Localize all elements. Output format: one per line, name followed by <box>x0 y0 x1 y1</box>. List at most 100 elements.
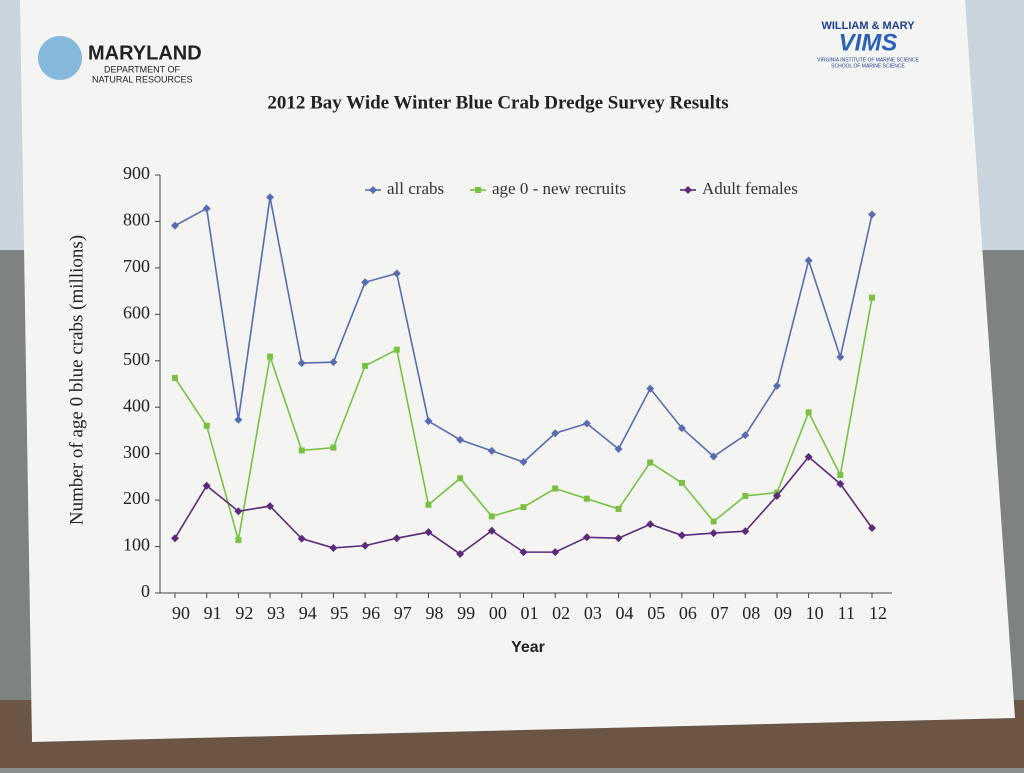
y-tick-label: 300 <box>123 442 150 462</box>
point <box>369 186 377 194</box>
logo-text: WILLIAM & MARY <box>821 20 915 32</box>
logo-text: MARYLAND <box>88 42 202 64</box>
point <box>772 381 781 390</box>
x-tick-label: 05 <box>647 603 665 623</box>
point <box>425 501 432 508</box>
point <box>392 534 401 543</box>
x-tick-label: 07 <box>711 603 729 623</box>
point <box>234 507 243 516</box>
point <box>519 458 528 467</box>
y-tick-label: 900 <box>123 163 150 183</box>
x-tick-label: 94 <box>299 603 317 623</box>
point <box>678 479 685 486</box>
point <box>172 374 178 381</box>
point <box>266 193 275 202</box>
x-tick-label: 97 <box>394 603 412 623</box>
right-logo: WILLIAM & MARY VIMS VIRGINIA INSTITUTE O… <box>817 20 919 69</box>
x-tick-label: 08 <box>742 603 760 623</box>
x-tick-label: 96 <box>362 603 380 623</box>
y-tick-label: 500 <box>123 349 150 369</box>
point <box>551 548 560 557</box>
x-tick-label: 02 <box>552 603 570 623</box>
point <box>836 353 845 362</box>
series <box>172 294 875 544</box>
point <box>235 537 242 544</box>
point <box>361 541 370 550</box>
point <box>487 446 496 455</box>
logo-text: DEPARTMENT OF <box>104 64 181 74</box>
x-tick-label: 09 <box>774 603 792 623</box>
point <box>488 513 495 520</box>
legend-label: all crabs <box>387 179 444 198</box>
point <box>519 548 528 557</box>
point <box>582 419 591 428</box>
logo-text: NATURAL RESOURCES <box>92 74 193 84</box>
point <box>615 505 622 512</box>
point <box>709 529 718 538</box>
point <box>647 459 654 466</box>
point <box>684 186 692 194</box>
x-tick-label: 92 <box>235 603 253 623</box>
logo-icon <box>38 36 82 80</box>
point <box>171 221 179 230</box>
x-tick-label: 99 <box>457 603 475 623</box>
y-tick-label: 200 <box>123 488 150 508</box>
point <box>836 479 845 488</box>
point <box>202 204 211 213</box>
point <box>869 294 875 301</box>
x-tick-label: 03 <box>584 603 602 623</box>
point <box>297 534 306 543</box>
x-tick-label: 95 <box>330 603 348 623</box>
point <box>837 472 844 479</box>
y-tick-label: 100 <box>123 535 150 555</box>
point <box>456 435 465 444</box>
chart-title: 2012 Bay Wide Winter Blue Crab Dredge Su… <box>267 92 728 113</box>
legend-label: age 0 - new recruits <box>492 179 626 198</box>
point <box>805 409 812 416</box>
x-tick-label: 91 <box>204 603 222 623</box>
x-tick-label: 06 <box>679 603 697 623</box>
left-logo: MARYLAND DEPARTMENT OF NATURAL RESOURCES <box>38 36 202 84</box>
point <box>203 422 210 429</box>
x-tick-label: 10 <box>806 603 824 623</box>
x-tick-label: 01 <box>521 603 539 623</box>
x-tick-label: 93 <box>267 603 285 623</box>
point <box>456 549 465 558</box>
x-tick-label: 00 <box>489 603 507 623</box>
point <box>171 534 179 543</box>
x-axis-label: Year <box>511 639 545 656</box>
point <box>392 269 401 278</box>
point <box>646 520 655 529</box>
point <box>424 528 433 537</box>
point <box>424 417 433 426</box>
point <box>475 187 481 193</box>
point <box>330 444 337 451</box>
point <box>614 534 623 543</box>
x-tick-label: 12 <box>869 603 887 623</box>
x-tick-label: 11 <box>838 603 855 623</box>
logo-text: VIRGINIA INSTITUTE OF MARINE SCIENCE <box>817 57 919 63</box>
point <box>329 543 338 552</box>
logo-text: VIMS <box>839 29 898 56</box>
point <box>266 502 275 511</box>
point <box>804 256 813 265</box>
point <box>583 495 590 502</box>
point <box>710 518 717 525</box>
point <box>329 358 338 367</box>
y-tick-label: 400 <box>123 395 150 415</box>
logo-text: SCHOOL OF MARINE SCIENCE <box>831 63 905 69</box>
point <box>677 424 686 433</box>
point <box>677 531 686 540</box>
point <box>362 362 369 369</box>
point <box>202 481 211 490</box>
y-axis-label: Number of age 0 blue crabs (millions) <box>66 235 87 525</box>
legend-label: Adult females <box>702 179 798 198</box>
point <box>582 533 591 542</box>
point <box>551 429 560 438</box>
point <box>868 523 876 532</box>
point <box>741 527 750 536</box>
point <box>267 353 274 360</box>
point <box>772 491 781 500</box>
point <box>646 384 655 393</box>
poster <box>20 0 1015 742</box>
